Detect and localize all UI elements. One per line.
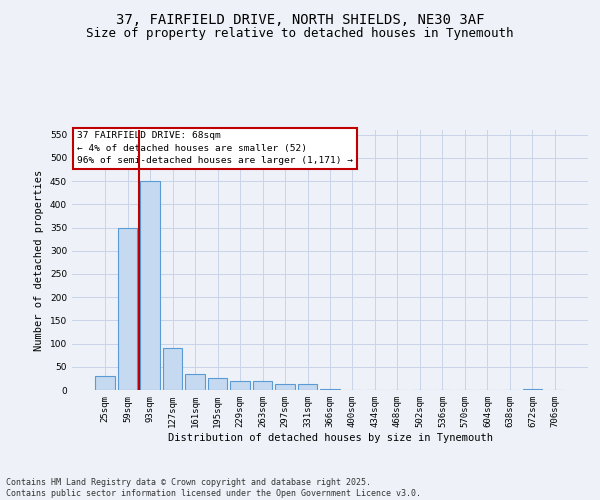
Bar bbox=[298, 384, 317, 390]
Y-axis label: Number of detached properties: Number of detached properties bbox=[34, 170, 44, 350]
Bar bbox=[118, 228, 137, 390]
Bar bbox=[523, 389, 542, 390]
Bar bbox=[320, 389, 340, 390]
Bar bbox=[95, 376, 115, 390]
Text: Contains HM Land Registry data © Crown copyright and database right 2025.
Contai: Contains HM Land Registry data © Crown c… bbox=[6, 478, 421, 498]
Bar bbox=[208, 378, 227, 390]
Bar bbox=[253, 380, 272, 390]
Text: 37 FAIRFIELD DRIVE: 68sqm
← 4% of detached houses are smaller (52)
96% of semi-d: 37 FAIRFIELD DRIVE: 68sqm ← 4% of detach… bbox=[77, 132, 353, 166]
Text: Size of property relative to detached houses in Tynemouth: Size of property relative to detached ho… bbox=[86, 28, 514, 40]
Bar bbox=[163, 348, 182, 390]
Text: 37, FAIRFIELD DRIVE, NORTH SHIELDS, NE30 3AF: 37, FAIRFIELD DRIVE, NORTH SHIELDS, NE30… bbox=[116, 12, 484, 26]
Bar bbox=[275, 384, 295, 390]
Bar bbox=[140, 181, 160, 390]
Bar bbox=[230, 380, 250, 390]
X-axis label: Distribution of detached houses by size in Tynemouth: Distribution of detached houses by size … bbox=[167, 432, 493, 442]
Bar bbox=[185, 374, 205, 390]
